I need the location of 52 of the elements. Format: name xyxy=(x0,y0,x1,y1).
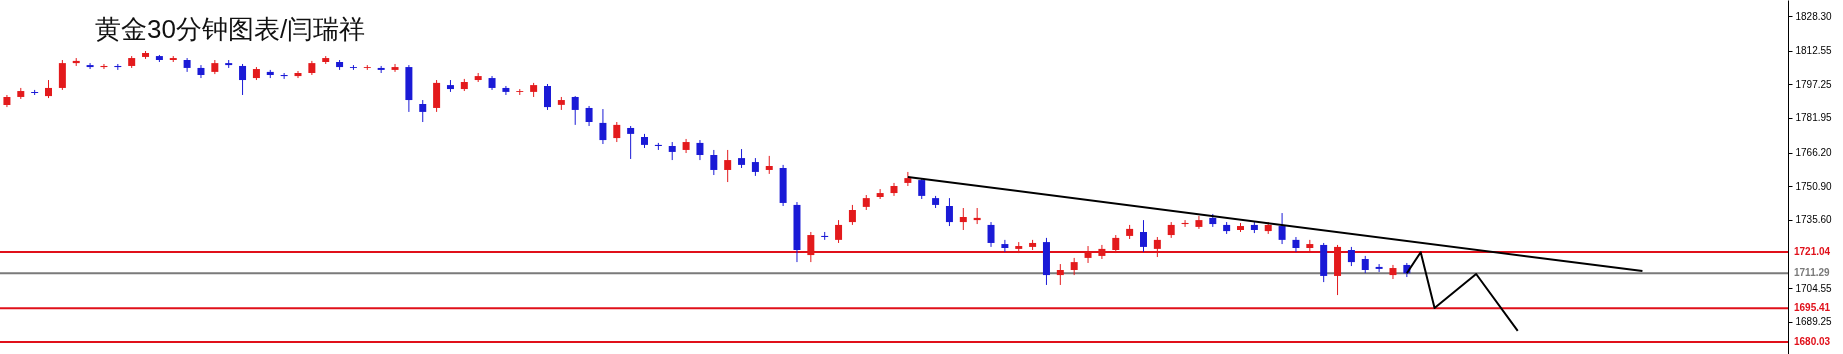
y-tick-label: 1781.95 xyxy=(1795,112,1833,124)
y-tick-label: 1828.30 xyxy=(1795,10,1833,22)
candlestick xyxy=(1139,219,1147,253)
candlestick xyxy=(419,99,427,123)
y-tick-label: 1735.60 xyxy=(1795,214,1833,226)
ref-line-label: 1680.03 xyxy=(1794,336,1831,348)
candlestick xyxy=(1347,246,1355,267)
candlestick xyxy=(294,70,302,79)
candlestick xyxy=(1278,212,1286,245)
ref-line-label: 1711.29 xyxy=(1794,267,1831,279)
candlestick xyxy=(904,171,912,187)
candlestick xyxy=(1375,263,1383,273)
candlestick xyxy=(613,121,621,143)
candlestick xyxy=(876,188,884,200)
candlestick xyxy=(945,197,953,227)
y-tick-label: 1812.55 xyxy=(1795,45,1833,57)
candlestick xyxy=(1389,264,1397,280)
candlestick xyxy=(890,182,898,197)
candlestick xyxy=(1056,263,1064,286)
candlestick xyxy=(1001,239,1009,253)
candlestick xyxy=(848,204,856,226)
candlestick xyxy=(959,207,967,231)
candlestick xyxy=(696,139,704,161)
candlestick xyxy=(724,149,732,183)
candlestick xyxy=(765,155,773,175)
candlestick xyxy=(197,64,205,79)
candlestick xyxy=(710,149,718,176)
y-tick-label: 1689.25 xyxy=(1795,316,1833,328)
candlestick xyxy=(239,63,247,96)
candlestick xyxy=(987,221,995,248)
candlestick xyxy=(502,85,510,96)
candlestick xyxy=(835,219,843,244)
candlestick xyxy=(391,63,399,73)
candlestick xyxy=(585,105,593,127)
candlestick xyxy=(86,62,94,70)
candlestick xyxy=(627,125,635,160)
candlestick xyxy=(571,95,579,126)
candlestick xyxy=(1292,236,1300,253)
candlestick xyxy=(738,148,746,169)
y-tick-label: 1750.90 xyxy=(1795,180,1833,192)
candlestick xyxy=(1195,215,1203,230)
ref-line-label: 1695.41 xyxy=(1794,302,1831,314)
ref-line-label: 1721.04 xyxy=(1794,245,1831,257)
candlestick xyxy=(668,141,676,161)
candlestick xyxy=(599,108,607,145)
text: 黄金30分钟图表/闫瑞祥 xyxy=(95,14,366,44)
line-series xyxy=(1405,251,1519,332)
candlestick xyxy=(45,79,53,99)
y-tick-label: 1704.55 xyxy=(1795,282,1833,294)
y-tick-label: 1797.25 xyxy=(1795,78,1833,90)
y-tick-label: 1766.20 xyxy=(1795,147,1833,159)
candlestick xyxy=(543,83,551,111)
